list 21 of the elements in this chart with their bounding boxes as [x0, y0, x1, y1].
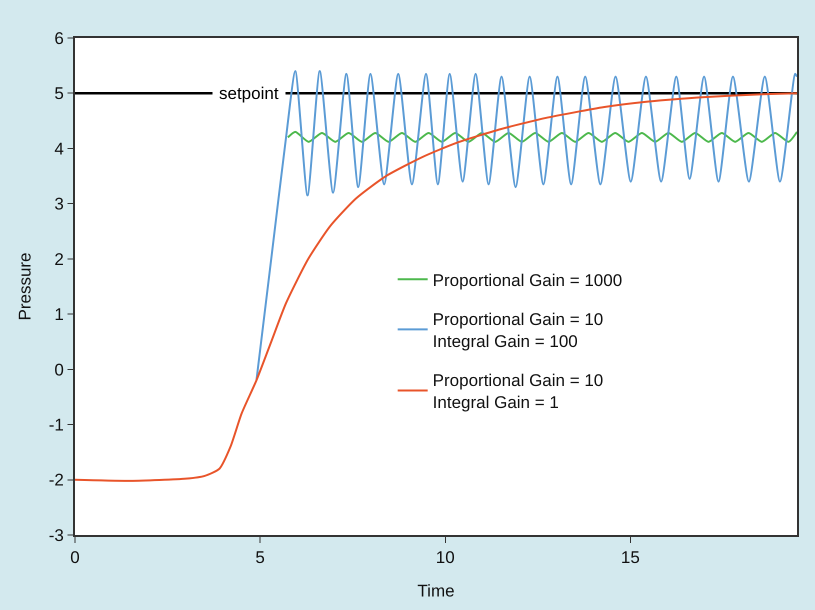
y-tick-label: 3 — [54, 194, 64, 214]
legend-label: Proportional Gain = 1000 — [432, 270, 622, 290]
x-axis-title: Time — [417, 582, 455, 600]
y-tick-label: 0 — [54, 360, 64, 380]
x-tick-label: 15 — [620, 548, 640, 568]
y-tick-label: -1 — [48, 416, 64, 435]
y-tick-label: 4 — [54, 139, 64, 158]
x-tick-label: 10 — [436, 548, 455, 568]
x-tick-label: 0 — [70, 548, 80, 568]
y-axis-title: Pressure — [16, 252, 34, 321]
legend-label: Proportional Gain = 10 Integral Gain = 1 — [432, 371, 604, 412]
line-series — [286, 130, 797, 143]
y-tick-label: 2 — [54, 250, 64, 269]
y-tick-label: 5 — [54, 84, 64, 104]
x-tick-label: 5 — [255, 548, 265, 568]
ref-line-label: setpoint — [219, 84, 279, 103]
y-tick-label: 1 — [54, 305, 64, 324]
y-tick-label: -2 — [48, 470, 64, 490]
legend-label: Proportional Gain = 10 Integral Gain = 100 — [432, 310, 604, 352]
y-tick-label: -3 — [48, 526, 64, 545]
y-tick-label: 6 — [54, 28, 64, 48]
